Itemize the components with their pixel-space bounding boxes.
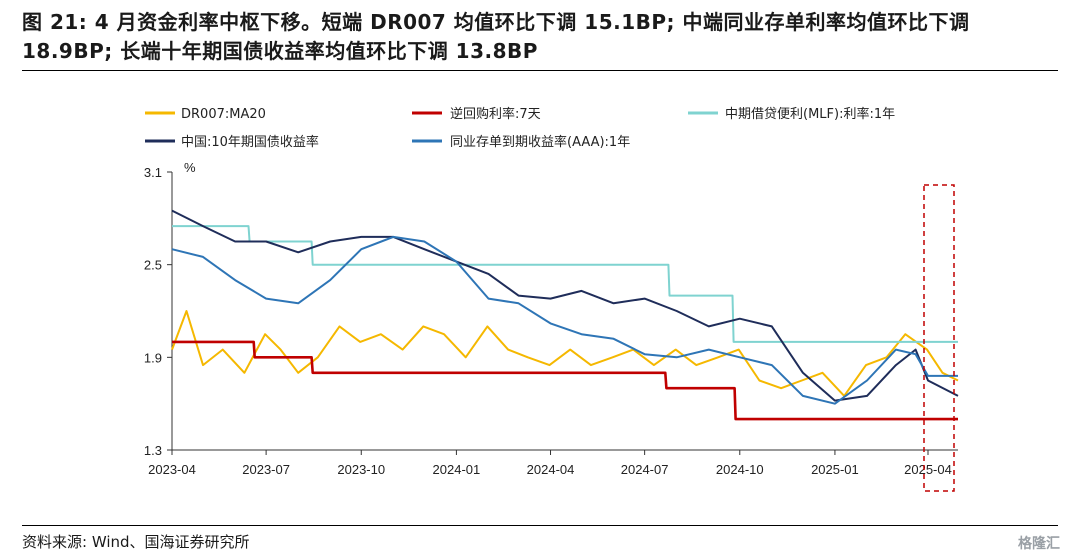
- x-axis-ticks: 2023-04 2023-07 2023-10 2024-01 2024-04 2024-…: [148, 450, 952, 477]
- x-tick-label: 2024-04: [527, 462, 575, 477]
- series-reverse-repo-line: [172, 340, 958, 421]
- y-tick-label: 2.5: [144, 258, 162, 273]
- y-axis-ticks: 3.1 2.5 1.9 1.3: [144, 165, 172, 458]
- legend-label-mlf: 中期借贷便利(MLF):利率:1年: [725, 106, 895, 122]
- series-mlf-line: [172, 225, 958, 343]
- x-tick-label: 2023-10: [337, 462, 385, 477]
- y-tick-label: 3.1: [144, 165, 162, 180]
- highlight-box-april-2025: [923, 184, 955, 492]
- x-tick-label: 2025-01: [811, 462, 859, 477]
- source-divider: [22, 525, 1058, 526]
- x-tick-label: 2025-04: [904, 462, 952, 477]
- source-note: 资料来源: Wind、国海证券研究所: [22, 533, 250, 551]
- chart-title: 图 21: 4 月资金利率中枢下移。短端 DR007 均值环比下调 15.1BP…: [22, 10, 970, 63]
- legend-label-dr007: DR007:MA20: [181, 107, 266, 122]
- series-dr007-line: [171, 310, 959, 397]
- x-tick-label: 2023-04: [148, 462, 196, 477]
- title-divider: [22, 70, 1058, 71]
- x-tick-label: 2024-10: [716, 462, 764, 477]
- y-tick-label: 1.9: [144, 350, 162, 365]
- y-tick-label: 1.3: [144, 443, 162, 458]
- watermark: 格隆汇: [1018, 536, 1060, 552]
- legend-label-10y-bond: 中国:10年期国债收益率: [181, 134, 319, 150]
- legend-label-reverse-repo: 逆回购利率:7天: [450, 106, 541, 122]
- chart-legend: DR007:MA20 逆回购利率:7天 中期借贷便利(MLF):利率:1年 中国…: [145, 106, 895, 150]
- legend-label-ncd: 同业存单到期收益率(AAA):1年: [450, 134, 630, 150]
- y-axis-unit-label: %: [184, 160, 196, 175]
- x-tick-label: 2023-07: [242, 462, 290, 477]
- series-lines: [171, 209, 959, 421]
- series-10y-bond-line: [171, 209, 959, 402]
- line-chart: DR007:MA20 逆回购利率:7天 中期借贷便利(MLF):利率:1年 中国…: [144, 106, 959, 492]
- x-tick-label: 2024-07: [621, 462, 669, 477]
- series-ncd-line: [171, 235, 958, 405]
- x-tick-label: 2024-01: [433, 462, 481, 477]
